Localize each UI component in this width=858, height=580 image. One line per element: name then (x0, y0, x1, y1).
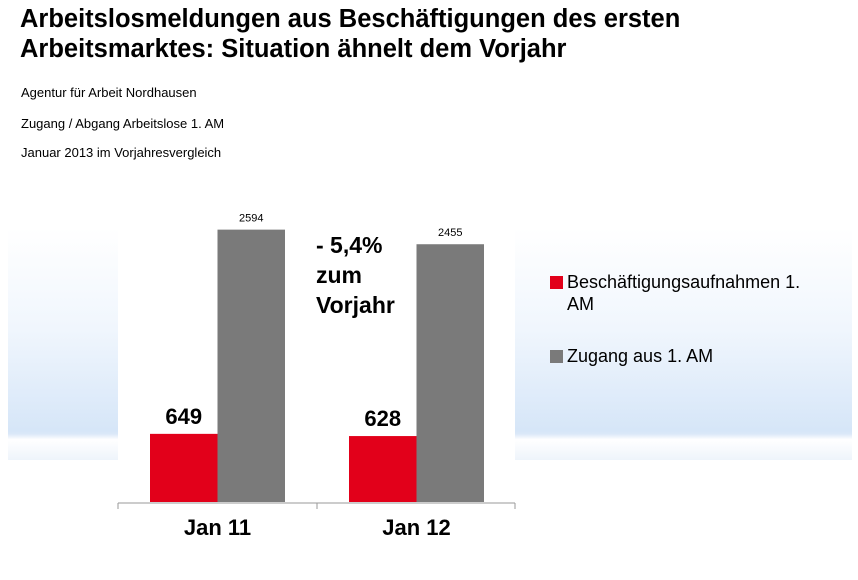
page-title: Arbeitslosmeldungen aus Beschäftigungen … (20, 5, 681, 63)
x-tick-label: Jan 12 (382, 515, 451, 540)
x-tick-label: Jan 11 (184, 515, 251, 540)
data-label: 2455 (438, 227, 462, 239)
legend-item-beschaeftigung: Beschäftigungsaufnahmen 1. AM (550, 271, 827, 315)
legend-label: Beschäftigungsaufnahmen 1. AM (567, 272, 801, 314)
legend-label: Zugang aus 1. AM (567, 346, 714, 366)
subtitle-agency: Agentur für Arbeit Nordhausen (21, 85, 197, 100)
legend-swatch-red (550, 276, 563, 289)
annotation-line: - 5,4% (316, 232, 383, 258)
bar-red (150, 433, 218, 502)
bar-gray (217, 229, 285, 502)
annotation-line: zum (316, 262, 362, 288)
subtitle-metric: Zugang / Abgang Arbeitslose 1. AM (21, 116, 225, 131)
bar-red (349, 436, 417, 502)
bar-gray (416, 244, 484, 502)
legend-swatch-gray (550, 350, 563, 363)
legend-item-zugang: Zugang aus 1. AM (550, 345, 713, 367)
subtitle-period: Januar 2013 im Vorjahresvergleich (21, 145, 222, 160)
data-label: 2594 (239, 213, 263, 225)
data-label: 649 (165, 404, 202, 429)
data-label: 628 (364, 406, 401, 431)
change-annotation: - 5,4% zum Vorjahr (316, 230, 395, 320)
annotation-line: Vorjahr (316, 292, 395, 318)
